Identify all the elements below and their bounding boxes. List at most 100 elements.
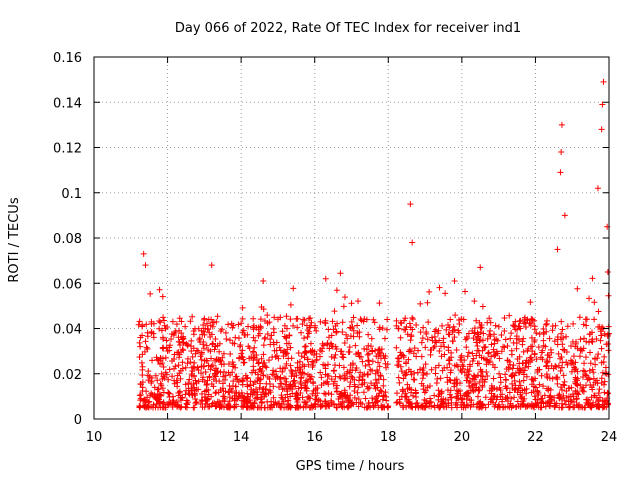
data-point bbox=[250, 315, 257, 322]
data-point bbox=[466, 361, 473, 368]
data-point bbox=[398, 393, 405, 400]
data-point bbox=[280, 353, 287, 360]
data-point bbox=[333, 287, 340, 294]
data-point bbox=[294, 324, 301, 331]
data-point bbox=[223, 336, 230, 343]
data-point bbox=[605, 292, 612, 299]
data-point bbox=[317, 369, 324, 376]
data-point bbox=[188, 337, 195, 344]
data-point bbox=[515, 336, 522, 343]
data-point bbox=[204, 377, 211, 384]
data-point bbox=[423, 328, 430, 335]
data-point bbox=[498, 348, 505, 355]
data-point bbox=[477, 323, 484, 330]
data-point bbox=[369, 358, 376, 365]
data-point bbox=[586, 295, 593, 302]
data-point bbox=[374, 367, 381, 374]
data-point bbox=[493, 386, 500, 393]
data-point bbox=[212, 365, 219, 372]
data-point bbox=[256, 366, 263, 373]
data-point bbox=[432, 338, 439, 345]
data-point bbox=[279, 328, 286, 335]
data-point bbox=[555, 350, 562, 357]
data-point bbox=[171, 380, 178, 387]
data-point bbox=[559, 326, 566, 333]
data-point bbox=[137, 395, 144, 402]
data-point bbox=[540, 326, 547, 333]
data-point bbox=[598, 126, 605, 133]
data-point bbox=[580, 367, 587, 374]
data-point bbox=[184, 342, 191, 349]
data-point bbox=[543, 328, 550, 335]
data-point bbox=[312, 392, 319, 399]
data-point bbox=[488, 341, 495, 348]
data-point bbox=[496, 355, 503, 362]
data-point bbox=[339, 398, 346, 405]
data-point bbox=[576, 314, 583, 321]
data-point bbox=[257, 380, 264, 387]
data-point bbox=[485, 349, 492, 356]
data-point bbox=[571, 364, 578, 371]
data-point bbox=[557, 169, 564, 176]
data-point bbox=[144, 394, 151, 401]
data-point bbox=[205, 386, 212, 393]
data-point bbox=[156, 392, 163, 399]
data-point bbox=[156, 399, 163, 406]
data-point bbox=[180, 339, 187, 346]
data-point bbox=[428, 366, 435, 373]
data-point bbox=[490, 375, 497, 382]
data-point bbox=[322, 391, 329, 398]
data-point bbox=[204, 395, 211, 402]
data-point bbox=[375, 359, 382, 366]
data-point bbox=[298, 375, 305, 382]
data-point bbox=[339, 353, 346, 360]
data-point bbox=[473, 317, 480, 324]
data-point bbox=[200, 322, 207, 329]
data-point bbox=[290, 378, 297, 385]
data-point bbox=[514, 398, 521, 405]
data-point bbox=[589, 336, 596, 343]
data-point bbox=[451, 362, 458, 369]
data-point bbox=[492, 322, 499, 329]
data-point bbox=[244, 374, 251, 381]
data-point bbox=[176, 315, 183, 322]
data-point bbox=[273, 373, 280, 380]
data-point bbox=[427, 399, 434, 406]
data-point bbox=[290, 322, 297, 329]
data-point bbox=[322, 365, 329, 372]
data-point bbox=[172, 363, 179, 370]
data-point bbox=[328, 397, 335, 404]
data-point bbox=[258, 398, 265, 405]
data-point bbox=[568, 384, 575, 391]
data-point bbox=[511, 394, 518, 401]
data-point bbox=[230, 361, 237, 368]
data-point bbox=[408, 333, 415, 340]
data-point bbox=[171, 377, 178, 384]
data-point bbox=[520, 360, 527, 367]
data-point bbox=[197, 400, 204, 407]
data-point bbox=[367, 366, 374, 373]
data-point bbox=[529, 316, 536, 323]
data-point bbox=[202, 368, 209, 375]
data-point bbox=[479, 303, 486, 310]
data-point bbox=[567, 403, 574, 410]
data-point bbox=[238, 403, 245, 410]
data-point bbox=[585, 401, 592, 408]
data-point bbox=[332, 343, 339, 350]
data-point bbox=[396, 379, 403, 386]
data-point bbox=[567, 357, 574, 364]
data-point bbox=[297, 369, 304, 376]
data-point bbox=[447, 369, 454, 376]
data-point bbox=[142, 338, 149, 345]
data-point bbox=[590, 375, 597, 382]
data-point bbox=[459, 361, 466, 368]
data-point bbox=[160, 317, 167, 324]
data-point bbox=[137, 380, 144, 387]
data-point bbox=[261, 335, 268, 342]
data-point bbox=[162, 369, 169, 376]
data-point bbox=[558, 336, 565, 343]
data-point bbox=[398, 352, 405, 359]
data-point bbox=[536, 381, 543, 388]
data-point bbox=[497, 374, 504, 381]
data-point bbox=[209, 340, 216, 347]
